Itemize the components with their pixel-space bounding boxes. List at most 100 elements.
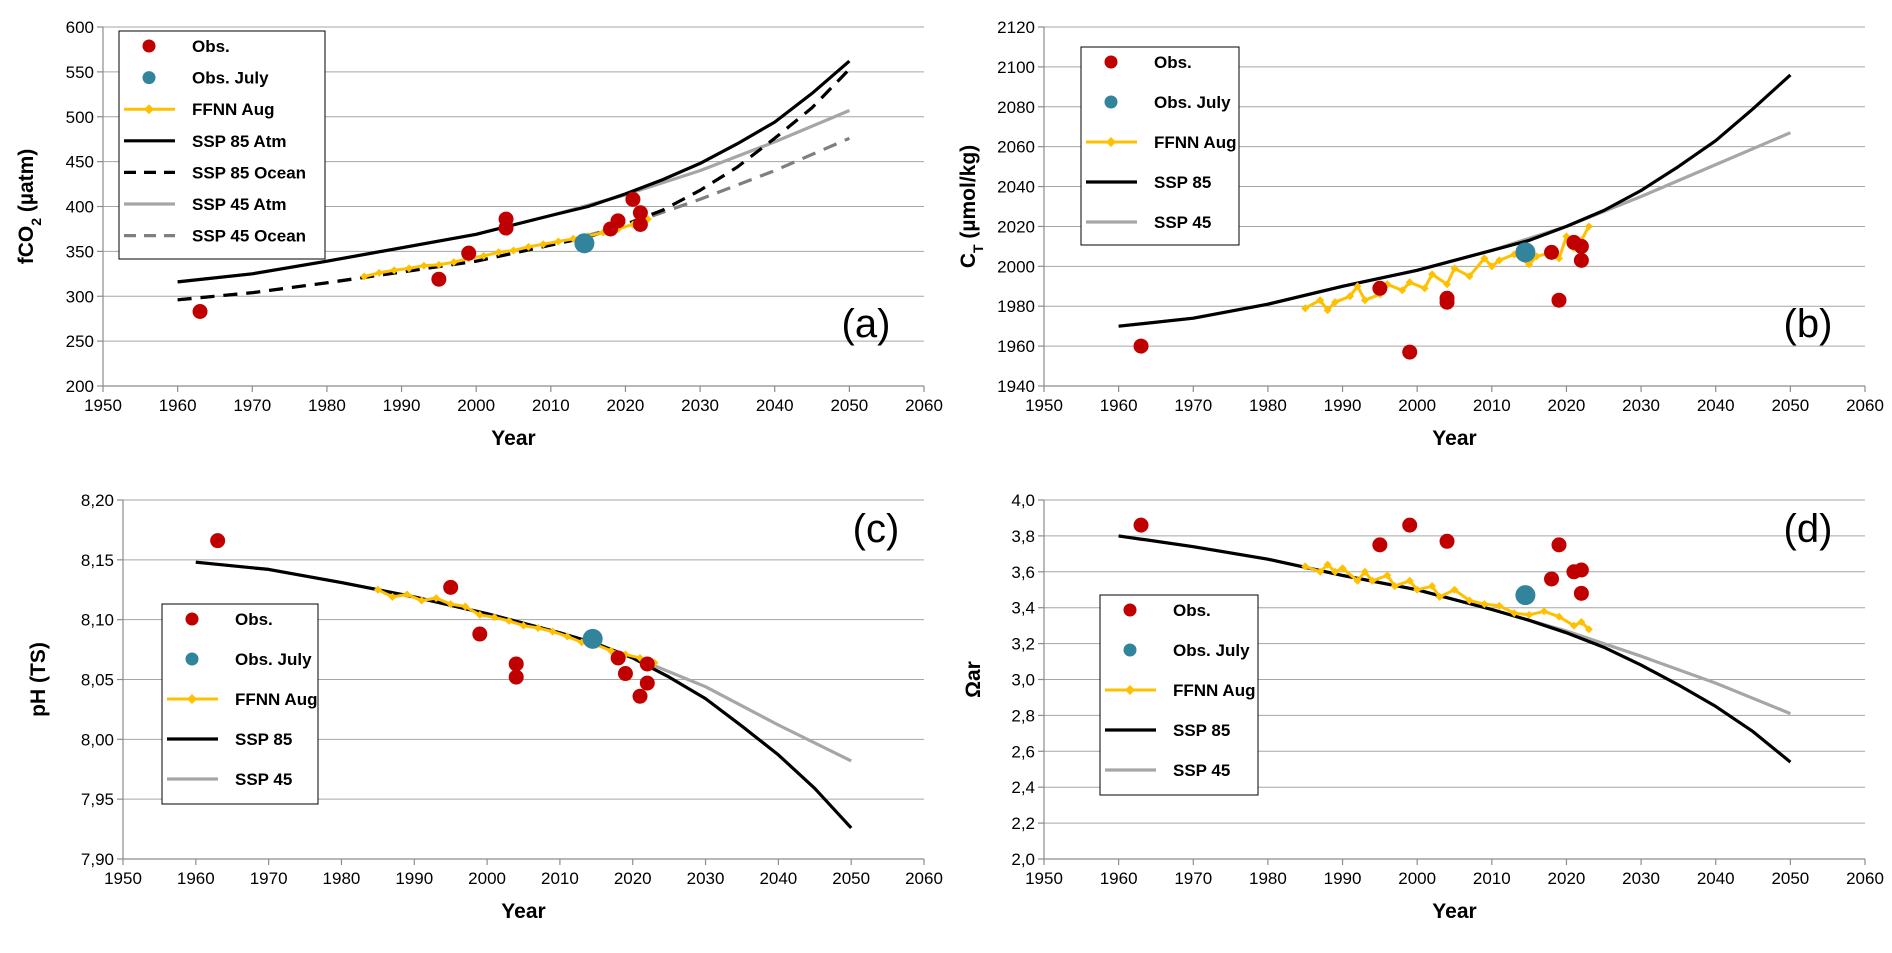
ffnn-point xyxy=(405,264,414,273)
x-tick-label: 2010 xyxy=(541,869,579,888)
obs-point xyxy=(610,213,626,229)
y-axis-label: fCO2 (µatm) xyxy=(15,149,44,265)
panel-a: 200 250 300 350 400 450 500 550 600 1950 1960 1970 1… xyxy=(15,18,943,450)
x-axis-label: Year xyxy=(1432,427,1476,450)
y-tick-label: 350 xyxy=(66,242,94,261)
ffnn-point xyxy=(490,613,499,622)
legend-label: Obs. July xyxy=(192,69,269,88)
x-tick-label: 2060 xyxy=(1846,869,1884,888)
y-tick-label: 4,0 xyxy=(1011,491,1035,510)
y-tick-label: 2060 xyxy=(997,138,1035,157)
ffnn-point xyxy=(1390,582,1399,591)
x-tick-label: 2050 xyxy=(1771,869,1809,888)
legend-label: FFNN Aug xyxy=(1173,681,1255,700)
x-tick-label: 2020 xyxy=(1548,396,1586,415)
y-tick-label: 1980 xyxy=(997,297,1035,316)
ffnn-point xyxy=(509,246,518,255)
x-tick-label: 2040 xyxy=(759,869,797,888)
x-tick-label: 1970 xyxy=(1174,396,1212,415)
y-axis-label-main: fCO xyxy=(15,226,38,265)
ffnn-point xyxy=(1428,582,1437,591)
legend-label: SSP 45 xyxy=(235,770,292,789)
y-tick-label: 8,00 xyxy=(81,730,114,749)
ffnn-point xyxy=(1346,292,1355,301)
legend-marker-obs- xyxy=(1104,55,1118,69)
panel-label: (c) xyxy=(853,507,900,551)
obs-point xyxy=(461,245,477,261)
ffnn-point xyxy=(1525,260,1534,269)
x-tick-label: 2030 xyxy=(681,396,719,415)
ffnn-point xyxy=(434,260,443,269)
ffnn-point xyxy=(548,627,557,636)
x-tick-label: 1970 xyxy=(233,396,271,415)
y-tick-label: 2,8 xyxy=(1011,706,1035,725)
obs-point xyxy=(610,650,626,666)
ffnn-point xyxy=(360,272,369,281)
obs-point xyxy=(498,211,514,227)
ffnn-point xyxy=(1443,280,1452,289)
obs-point xyxy=(1133,338,1149,354)
ffnn-point xyxy=(1510,609,1519,618)
ffnn-point xyxy=(1398,286,1407,295)
y-tick-label: 2020 xyxy=(997,217,1035,236)
legend-marker-obs- xyxy=(1123,603,1137,617)
obs-point xyxy=(625,191,641,207)
ffnn-point xyxy=(1316,296,1325,305)
x-tick-label: 1990 xyxy=(1324,396,1362,415)
x-tick-label: 2020 xyxy=(607,396,645,415)
series-line-ssp-85-ocean xyxy=(177,68,851,302)
panel-d: 2,0 2,2 2,4 2,6 2,8 3,0 3,2 3,4 3,6 3,8 4,0 1950 196… xyxy=(962,491,1884,923)
x-tick-label: 2010 xyxy=(1473,396,1511,415)
obs-point xyxy=(1544,244,1560,260)
ffnn-point xyxy=(1495,256,1504,265)
x-tick-label: 2020 xyxy=(1548,869,1586,888)
x-tick-label: 1970 xyxy=(250,869,288,888)
obs-july-point xyxy=(574,233,595,254)
legend-label: Obs. xyxy=(235,610,273,629)
y-tick-label: 2,0 xyxy=(1011,850,1035,869)
legend-label: FFNN Aug xyxy=(235,690,317,709)
legend: Obs. Obs. July FFNN Aug SSP 85 SSP 45 xyxy=(1080,46,1240,246)
x-tick-label: 1950 xyxy=(104,869,142,888)
x-tick-label: 2040 xyxy=(1697,396,1735,415)
legend-marker-obs-july xyxy=(185,652,199,666)
obs-point xyxy=(632,216,648,232)
obs-point xyxy=(472,626,488,642)
ffnn-point xyxy=(1405,278,1414,287)
ffnn-point xyxy=(1577,618,1586,627)
ffnn-point xyxy=(1495,601,1504,610)
legend-label: Obs. xyxy=(1173,601,1211,620)
y-tick-label: 2,6 xyxy=(1011,742,1035,761)
legend: Obs. Obs. July FFNN Aug SSP 85 SSP 45 xyxy=(161,603,319,805)
y-tick-label: 600 xyxy=(66,18,94,37)
y-tick-label: 400 xyxy=(66,198,94,217)
ffnn-point xyxy=(449,258,458,267)
y-tick-label: 2000 xyxy=(997,257,1035,276)
ffnn-point xyxy=(1480,254,1489,263)
obs-point xyxy=(1402,517,1418,533)
legend-label: Obs. xyxy=(192,37,230,56)
ffnn-point xyxy=(1584,222,1593,231)
y-tick-label: 1940 xyxy=(997,377,1035,396)
obs-point xyxy=(210,533,226,549)
obs-point xyxy=(639,656,655,672)
ffnn-point xyxy=(1540,607,1549,616)
ffnn-point xyxy=(563,632,572,641)
x-tick-label: 2000 xyxy=(1398,869,1436,888)
y-tick-label: 250 xyxy=(66,332,94,351)
y-tick-label: 3,0 xyxy=(1011,671,1035,690)
ffnn-point xyxy=(1368,576,1377,585)
obs-point xyxy=(632,688,648,704)
ffnn-point xyxy=(1360,296,1369,305)
y-axis-label-main: pH (TS) xyxy=(27,642,50,717)
ffnn-point xyxy=(524,242,533,251)
x-tick-label: 2050 xyxy=(1771,396,1809,415)
y-axis-label-main: Ωar xyxy=(962,661,985,698)
x-tick-label: 1970 xyxy=(1174,869,1212,888)
panel-label: (a) xyxy=(842,302,891,346)
obs-point xyxy=(192,304,208,320)
ffnn-point xyxy=(461,602,470,611)
ffnn-point xyxy=(402,590,411,599)
y-tick-label: 200 xyxy=(66,377,94,396)
ffnn-point xyxy=(479,251,488,260)
